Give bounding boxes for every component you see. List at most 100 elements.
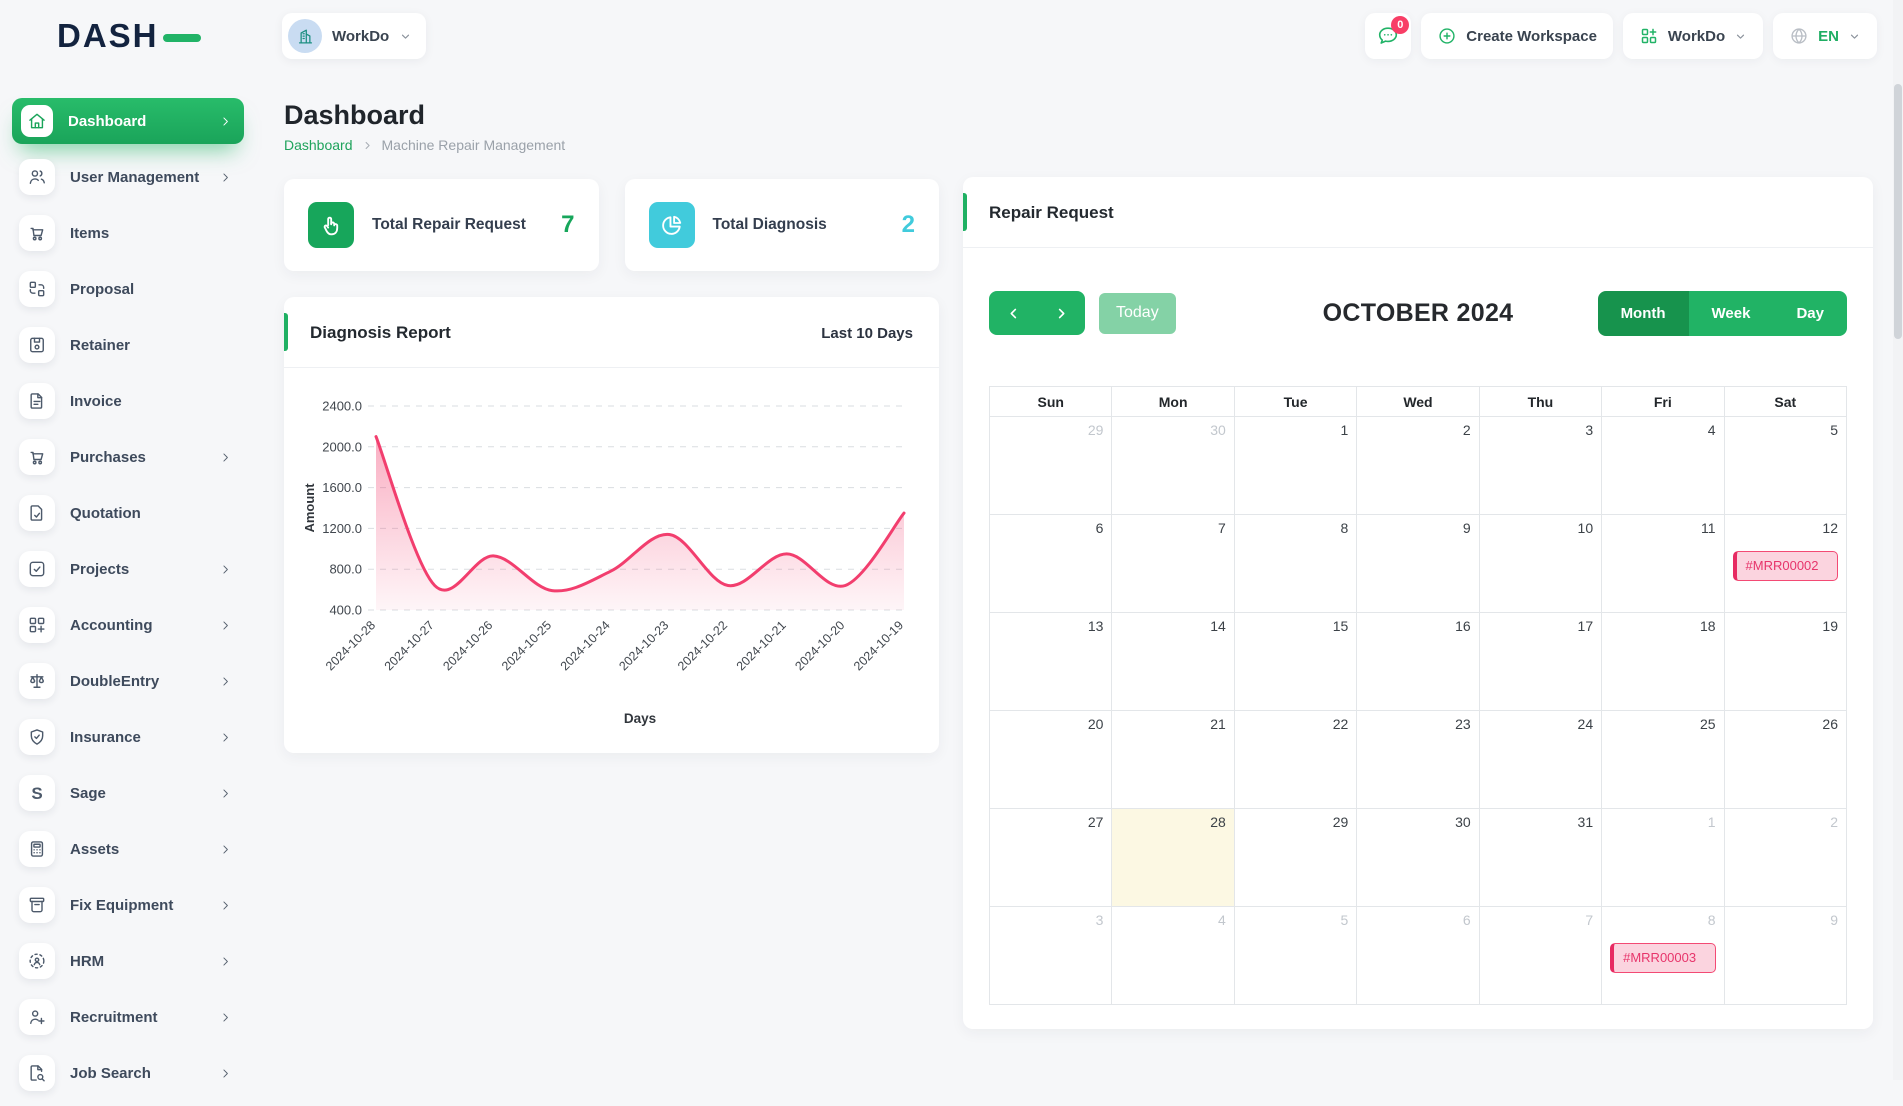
sidebar-item-label: Accounting: [70, 616, 153, 634]
calendar-view-month[interactable]: Month: [1597, 290, 1689, 336]
calendar-prev-button[interactable]: [989, 291, 1037, 335]
language-selector[interactable]: EN: [1773, 13, 1877, 59]
calendar-cell-4[interactable]: 4: [1111, 906, 1235, 1005]
calendar-cell-7[interactable]: 7: [1111, 514, 1235, 613]
sidebar-item-fix-equipment[interactable]: Fix Equipment: [12, 882, 244, 928]
calendar-cell-21[interactable]: 21: [1111, 710, 1235, 809]
svg-text:2024-10-22: 2024-10-22: [675, 618, 730, 673]
day-number: 4: [1218, 912, 1226, 928]
sidebar-item-proposal[interactable]: Proposal: [12, 266, 244, 312]
sidebar-item-insurance[interactable]: Insurance: [12, 714, 244, 760]
plus-circle-icon: [1439, 28, 1455, 44]
svg-text:2024-10-28: 2024-10-28: [323, 618, 378, 673]
calendar-cell-10[interactable]: 10: [1478, 514, 1603, 613]
repair-request-card: Repair Request OCTOBER 2024 Today Month W…: [963, 177, 1873, 1029]
calendar-cell-9[interactable]: 9: [1356, 514, 1480, 613]
workspace-switcher[interactable]: WorkDo: [282, 13, 427, 59]
calendar-cell-27[interactable]: 27: [988, 808, 1113, 907]
app-menu-button[interactable]: WorkDo: [1622, 13, 1764, 59]
chevron-right-icon: [1058, 308, 1064, 318]
day-number: 9: [1462, 520, 1471, 536]
sidebar-item-label: Assets: [70, 840, 120, 858]
calendar-cell-15[interactable]: 15: [1233, 612, 1358, 711]
calendar-next-button[interactable]: [1037, 291, 1085, 335]
workspace-avatar: [288, 19, 322, 53]
calendar-cell-29[interactable]: 29: [1233, 808, 1358, 907]
day-number: 17: [1577, 618, 1594, 634]
sidebar-item-projects[interactable]: Projects: [12, 546, 244, 592]
calendar-event[interactable]: #MRR00002: [1732, 551, 1838, 581]
sidebar-item-purchases[interactable]: Purchases: [12, 434, 244, 480]
sidebar-item-label: DoubleEntry: [70, 672, 160, 690]
calendar-cell-1[interactable]: 1: [1233, 416, 1358, 515]
calendar-cell-18[interactable]: 18: [1601, 612, 1725, 711]
calendar-cell-28[interactable]: 28: [1111, 808, 1235, 907]
calendar-cell-20[interactable]: 20: [988, 710, 1113, 809]
today-button[interactable]: Today: [1099, 292, 1176, 334]
calendar-cell-5[interactable]: 5: [1233, 906, 1358, 1005]
messages-button[interactable]: 0: [1365, 13, 1412, 59]
day-number: 22: [1332, 716, 1349, 732]
calendar-cell-7[interactable]: 7: [1478, 906, 1603, 1005]
calendar-cell-26[interactable]: 26: [1723, 710, 1848, 809]
calendar-cell-4[interactable]: 4: [1601, 416, 1725, 515]
calendar-cell-3[interactable]: 3: [1478, 416, 1603, 515]
user-plus-icon: [19, 999, 55, 1035]
calendar-cell-17[interactable]: 17: [1478, 612, 1603, 711]
calendar-cell-30[interactable]: 30: [1111, 416, 1235, 515]
sidebar-item-recruitment[interactable]: Recruitment: [12, 994, 244, 1040]
sidebar-item-accounting[interactable]: Accounting: [12, 602, 244, 648]
calendar-cell-6[interactable]: 6: [988, 514, 1113, 613]
calendar-day-header-mon: Mon: [1111, 386, 1235, 417]
home-icon: [21, 105, 53, 137]
sidebar-item-quotation[interactable]: Quotation: [12, 490, 244, 536]
calendar-cell-1[interactable]: 1: [1601, 808, 1725, 907]
stat-value: 2: [901, 211, 915, 238]
calendar-cell-8[interactable]: 8: [1233, 514, 1358, 613]
sidebar-item-assets[interactable]: Assets: [12, 826, 244, 872]
scrollbar-thumb[interactable]: [1894, 84, 1902, 339]
day-number: 10: [1577, 520, 1594, 536]
calendar-cell-11[interactable]: 11: [1601, 514, 1725, 613]
calendar-cell-30[interactable]: 30: [1356, 808, 1480, 907]
calendar-cell-23[interactable]: 23: [1356, 710, 1480, 809]
calendar-cell-5[interactable]: 5: [1723, 416, 1848, 515]
chevron-right-icon: [223, 677, 228, 685]
sidebar-item-sage[interactable]: S Sage: [12, 770, 244, 816]
calendar-cell-29[interactable]: 29: [988, 416, 1113, 515]
calendar-cell-16[interactable]: 16: [1356, 612, 1480, 711]
calendar-cell-8[interactable]: 8 #MRR00003: [1601, 906, 1725, 1005]
svg-text:2000.0: 2000.0: [322, 439, 362, 454]
calendar-event[interactable]: #MRR00003: [1610, 943, 1716, 973]
calendar-cell-3[interactable]: 3: [988, 906, 1113, 1005]
calendar-cell-13[interactable]: 13: [988, 612, 1113, 711]
sidebar-item-invoice[interactable]: Invoice: [12, 378, 244, 424]
calendar-cell-12[interactable]: 12 #MRR00002: [1723, 514, 1848, 613]
sidebar-item-hrm[interactable]: HRM: [12, 938, 244, 984]
calendar-cell-14[interactable]: 14: [1111, 612, 1235, 711]
sidebar-item-items[interactable]: Items: [12, 210, 244, 256]
sidebar-item-retainer[interactable]: Retainer: [12, 322, 244, 368]
calendar-cell-2[interactable]: 2: [1723, 808, 1848, 907]
sidebar-item-user-management[interactable]: User Management: [12, 154, 244, 200]
user-scan-icon: [19, 943, 55, 979]
day-number: 18: [1699, 618, 1716, 634]
calendar-view-day[interactable]: Day: [1773, 290, 1847, 336]
svg-text:1600.0: 1600.0: [322, 480, 362, 495]
chevron-right-icon: [223, 173, 228, 181]
calendar-cell-22[interactable]: 22: [1233, 710, 1358, 809]
breadcrumb-dashboard-link[interactable]: Dashboard: [284, 137, 353, 153]
calendar-cell-6[interactable]: 6: [1356, 906, 1480, 1005]
calendar-cell-25[interactable]: 25: [1601, 710, 1725, 809]
calendar-cell-31[interactable]: 31: [1478, 808, 1603, 907]
calendar-cell-19[interactable]: 19: [1723, 612, 1848, 711]
calendar-view-week[interactable]: Week: [1688, 290, 1774, 336]
sidebar-item-job-search[interactable]: Job Search: [12, 1050, 244, 1096]
calendar-cell-9[interactable]: 9: [1723, 906, 1848, 1005]
sidebar-item-doubleentry[interactable]: DoubleEntry: [12, 658, 244, 704]
create-workspace-button[interactable]: Create Workspace: [1421, 13, 1613, 59]
calendar-cell-2[interactable]: 2: [1356, 416, 1480, 515]
sidebar-item-label: Recruitment: [70, 1008, 158, 1026]
calendar-cell-24[interactable]: 24: [1478, 710, 1603, 809]
sidebar-item-dashboard[interactable]: Dashboard: [12, 98, 244, 144]
